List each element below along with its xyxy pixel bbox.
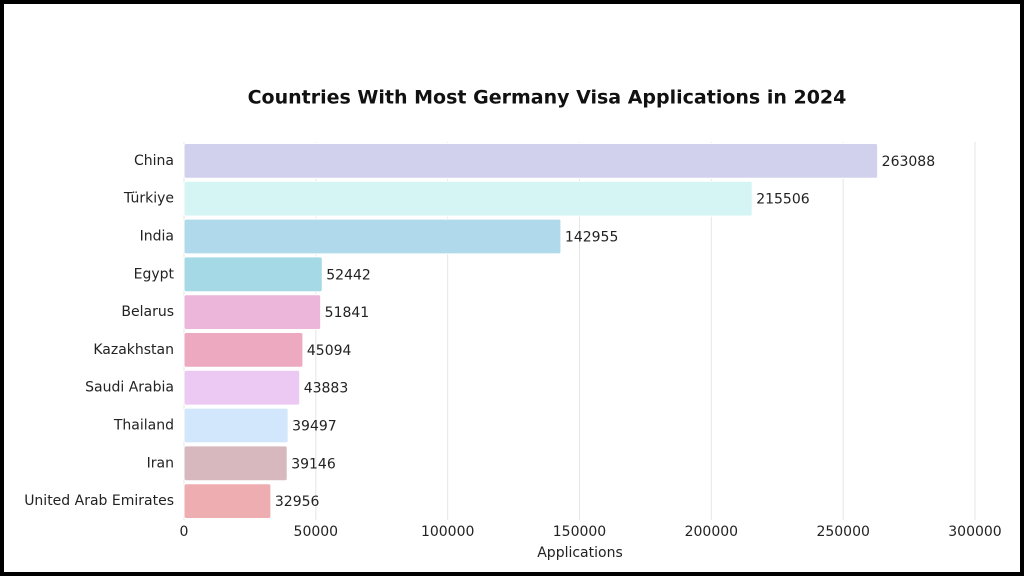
data-label: 43883 — [304, 381, 349, 397]
data-label: 32956 — [275, 494, 320, 510]
data-label: 39146 — [291, 456, 336, 472]
chart-title: Countries With Most Germany Visa Applica… — [248, 87, 847, 109]
x-tick-label: 250000 — [816, 524, 869, 540]
y-tick-label: China — [134, 153, 174, 169]
y-tick-label: Thailand — [113, 418, 174, 434]
y-tick-label: Egypt — [134, 266, 175, 282]
bar — [183, 369, 301, 406]
bar — [183, 180, 753, 217]
bar — [183, 294, 322, 330]
x-axis-label: Applications — [537, 545, 623, 561]
bar — [183, 218, 562, 255]
data-label: 215506 — [756, 192, 810, 208]
data-label: 45094 — [307, 343, 352, 359]
x-tick-label: 50000 — [294, 524, 339, 540]
data-label: 142955 — [565, 230, 618, 246]
y-tick-label: Kazakhstan — [93, 342, 174, 358]
x-tick-label: 100000 — [421, 524, 474, 540]
bar — [183, 143, 879, 179]
y-tick-label: United Arab Emirates — [24, 493, 174, 509]
data-label: 263088 — [882, 154, 935, 170]
x-tick-label: 200000 — [685, 524, 738, 540]
x-tick-label: 0 — [180, 524, 189, 540]
bar — [183, 256, 323, 293]
bar — [183, 332, 304, 368]
bar — [183, 407, 289, 444]
y-tick-label: India — [140, 229, 174, 245]
data-label: 51841 — [325, 305, 370, 321]
x-tick-label: 300000 — [948, 524, 1001, 540]
bar — [183, 483, 272, 519]
y-tick-label: Türkiye — [123, 191, 174, 207]
y-tick-label: Saudi Arabia — [85, 380, 174, 396]
data-label: 52442 — [326, 267, 371, 283]
y-tick-label: Belarus — [121, 304, 174, 320]
y-tick-label: Iran — [147, 455, 174, 471]
x-tick-label: 150000 — [553, 524, 606, 540]
data-label: 39497 — [292, 419, 337, 435]
bar — [183, 445, 288, 482]
